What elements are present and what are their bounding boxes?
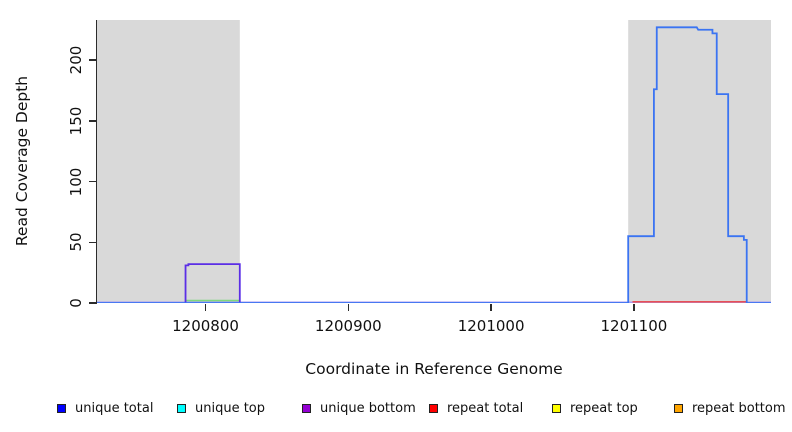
legend-item-repeat-bottom: repeat bottom — [674, 400, 786, 416]
plot-area — [97, 20, 771, 303]
y-tick-mark — [89, 120, 96, 122]
y-axis-title: Read Coverage Depth — [13, 75, 31, 247]
x-tick-mark — [490, 304, 492, 311]
shaded-region-right — [628, 20, 771, 303]
series-unique-bottom — [184, 263, 241, 303]
y-tick-label: 0 — [67, 298, 85, 308]
y-tick-mark — [89, 59, 96, 61]
x-tick-label: 1200900 — [314, 317, 382, 335]
series-unique-total — [97, 26, 771, 303]
x-axis-title: Coordinate in Reference Genome — [305, 360, 563, 378]
legend-label: repeat total — [447, 400, 524, 416]
y-tick-label: 200 — [67, 45, 85, 75]
legend-item-unique-total: unique total — [57, 400, 153, 416]
x-tick-label: 1200800 — [172, 317, 239, 335]
unique-bottom-swatch-icon — [302, 403, 311, 413]
y-tick-label: 100 — [67, 167, 85, 196]
x-tick-mark — [204, 304, 207, 311]
legend-label: unique top — [195, 400, 266, 416]
y-axis-line — [95, 20, 97, 304]
x-tick-mark — [633, 304, 635, 311]
legend-item-unique-bottom: unique bottom — [302, 400, 416, 416]
plot-svg — [97, 20, 771, 303]
y-tick-mark — [89, 241, 96, 244]
y-tick-mark — [89, 302, 96, 304]
repeat-bottom-swatch-icon — [674, 403, 683, 413]
legend-item-repeat-top: repeat top — [552, 400, 638, 416]
legend: unique total unique top unique bottom re… — [0, 400, 792, 420]
y-tick-label: 50 — [67, 232, 85, 252]
unique-top-swatch-icon — [177, 403, 186, 413]
legend-label: unique total — [75, 400, 154, 416]
y-tick-mark — [89, 180, 96, 183]
legend-label: repeat bottom — [692, 400, 786, 416]
unique-total-swatch-icon — [57, 403, 66, 413]
legend-item-unique-top: unique top — [177, 400, 265, 416]
legend-label: unique bottom — [320, 400, 416, 416]
repeat-total-swatch-icon — [429, 403, 438, 413]
shaded-region-left — [97, 20, 240, 303]
legend-item-repeat-total: repeat total — [429, 400, 523, 416]
legend-label: repeat top — [570, 400, 638, 416]
repeat-top-swatch-icon — [552, 403, 561, 413]
x-tick-mark — [347, 304, 350, 311]
x-tick-label: 1201000 — [457, 317, 525, 335]
x-tick-label: 1201100 — [600, 317, 668, 335]
y-tick-label: 150 — [67, 106, 85, 136]
